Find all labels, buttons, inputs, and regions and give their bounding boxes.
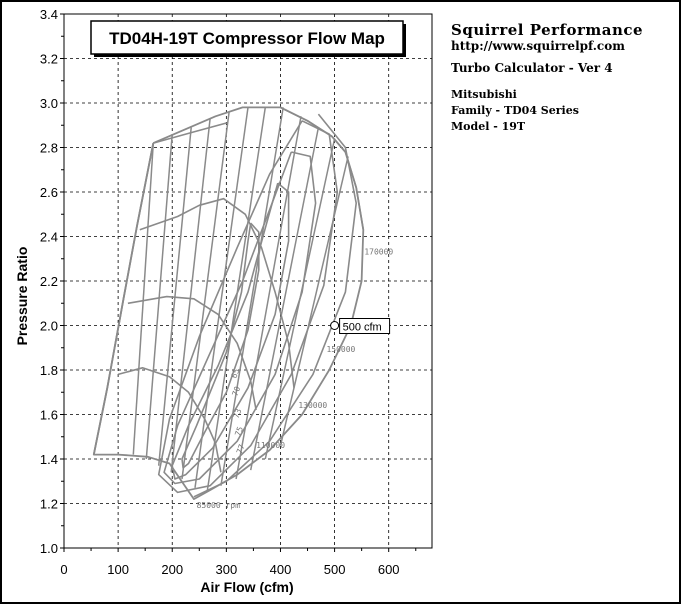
flow-line [206,107,267,491]
plot-lines [92,106,365,501]
flow-line [132,143,155,455]
x-tick-label: 0 [60,562,67,577]
flow-line [235,116,302,480]
x-axis-label: Air Flow (cfm) [200,579,293,595]
brand-url: http://www.squirrelpf.com [451,39,625,53]
speed-label: 170000 [364,247,393,256]
speed-line [139,197,295,388]
speed-label: 85000 rpm [197,501,241,510]
brand-name: Squirrel Performance [451,21,644,39]
chart-title: TD04H-19T Compressor Flow Map [109,29,385,48]
flow-line [145,134,173,460]
turbo-family: Family - TD04 Series [451,104,579,117]
speed-label: 130000 [298,401,327,410]
efficiency-label: 77 [235,443,247,455]
flow-line [194,107,249,489]
grid [64,14,432,548]
speed-label: 110000 [256,441,285,450]
y-tick-label: 3.4 [40,7,58,22]
y-tick-label: 2.6 [40,185,58,200]
efficiency-island [163,151,317,485]
flow-line [249,127,320,471]
axes-ticks: 0 100 200 300 400 500 600 1.0 1.2 1.4 1.6 1.8 2.0 2.2… [40,7,417,577]
x-tick-label: 100 [107,562,129,577]
annotations: 170000 150000 130000 110000 85000 rpm 65 70 73 7… [197,247,394,510]
y-tick-label: 3.2 [40,52,58,67]
surge-line [92,142,155,455]
efficiency-island [157,120,339,494]
speed-line [153,122,227,144]
efficiency-island [171,182,290,480]
efficiency-label: 65 [230,367,242,379]
marker-label: 500 cfm [343,322,382,334]
y-tick-label: 1.2 [40,497,58,512]
info-panel: Squirrel Performance http://www.squirrel… [451,21,643,133]
y-tick-label: 2.8 [40,141,58,156]
y-tick-label: 1.4 [40,452,58,467]
marker-label-box [339,318,391,334]
flow-line [170,118,211,473]
chart-title-box: TD04H-19T Compressor Flow Map [90,20,406,57]
calculator-version: Turbo Calculator - Ver 4 [451,61,613,75]
x-tick-label: 200 [161,562,183,577]
x-tick-label: 300 [216,562,238,577]
speed-line [117,366,222,473]
flow-line [279,156,349,446]
y-tick-label: 2.0 [40,319,58,334]
y-tick-label: 1.0 [40,541,58,556]
y-tick-label: 2.4 [40,230,58,245]
manufacturer: Mitsubishi [451,88,517,101]
flow-line [181,111,230,480]
speed-line [127,295,257,411]
speed-label: 150000 [326,345,355,354]
y-axis-label: Pressure Ratio [14,247,30,346]
y-tick-label: 1.6 [40,408,58,423]
flow-marker [330,321,340,330]
efficiency-label: 75 [233,425,245,437]
x-tick-label: 400 [270,562,292,577]
y-tick-label: 2.2 [40,274,58,289]
turbo-model: Model - 19T [451,120,526,133]
x-tick-label: 500 [324,562,346,577]
efficiency-island [181,222,260,469]
x-tick-label: 600 [378,562,400,577]
efficiency-label: 70 [231,385,243,397]
y-tick-label: 1.8 [40,363,58,378]
y-tick-label: 3.0 [40,96,58,111]
flow-line [220,107,284,486]
efficiency-label: 73 [232,407,244,419]
